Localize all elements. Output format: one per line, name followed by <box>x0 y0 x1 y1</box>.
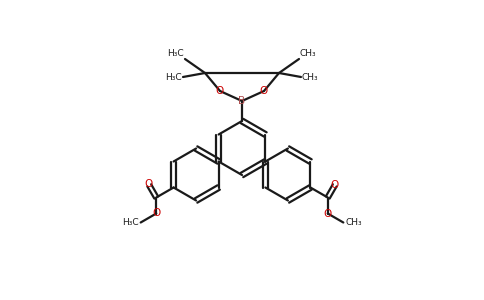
Text: O: O <box>216 86 224 96</box>
Text: O: O <box>260 86 268 96</box>
Text: H₃C: H₃C <box>167 49 184 58</box>
Text: H₃C: H₃C <box>166 73 182 82</box>
Text: O: O <box>324 208 332 218</box>
Text: O: O <box>152 208 160 218</box>
Text: B: B <box>239 96 245 106</box>
Text: CH₃: CH₃ <box>300 49 317 58</box>
Text: O: O <box>145 179 153 189</box>
Text: CH₃: CH₃ <box>345 218 362 227</box>
Text: O: O <box>331 180 339 190</box>
Text: H₃C: H₃C <box>122 218 139 227</box>
Text: CH₃: CH₃ <box>302 73 318 82</box>
